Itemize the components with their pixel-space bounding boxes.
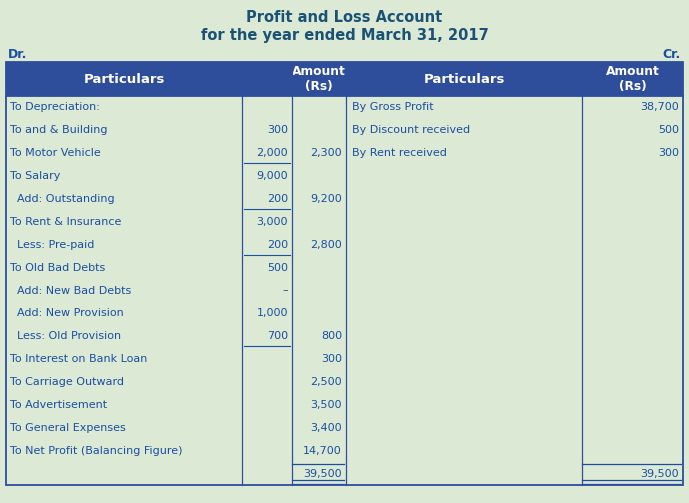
- Bar: [346, 62, 683, 96]
- Text: By Gross Profit: By Gross Profit: [352, 103, 433, 113]
- Text: To Depreciation:: To Depreciation:: [10, 103, 100, 113]
- Text: To Motor Vehicle: To Motor Vehicle: [10, 148, 101, 158]
- Text: Less: Pre-paid: Less: Pre-paid: [10, 240, 94, 249]
- Text: By Discount received: By Discount received: [352, 125, 470, 135]
- Text: To Carriage Outward: To Carriage Outward: [10, 377, 124, 387]
- Text: –: –: [282, 286, 288, 295]
- Text: 2,000: 2,000: [256, 148, 288, 158]
- Text: Less: Old Provision: Less: Old Provision: [10, 331, 121, 341]
- Text: Cr.: Cr.: [663, 48, 681, 61]
- Text: 200: 200: [267, 194, 288, 204]
- Text: To Rent & Insurance: To Rent & Insurance: [10, 217, 121, 227]
- Text: 3,400: 3,400: [310, 423, 342, 433]
- Text: To Old Bad Debts: To Old Bad Debts: [10, 263, 105, 273]
- Text: Dr.: Dr.: [8, 48, 28, 61]
- Text: 2,300: 2,300: [310, 148, 342, 158]
- Text: 800: 800: [321, 331, 342, 341]
- Text: To Net Profit (Balancing Figure): To Net Profit (Balancing Figure): [10, 446, 183, 456]
- Text: 2,800: 2,800: [310, 240, 342, 249]
- Text: 1,000: 1,000: [256, 308, 288, 318]
- Text: 700: 700: [267, 331, 288, 341]
- Text: 9,200: 9,200: [310, 194, 342, 204]
- Text: 39,500: 39,500: [303, 469, 342, 478]
- Text: 2,500: 2,500: [310, 377, 342, 387]
- Text: 500: 500: [267, 263, 288, 273]
- Text: 3,500: 3,500: [311, 400, 342, 410]
- Text: Add: New Bad Debts: Add: New Bad Debts: [10, 286, 131, 295]
- Text: To and & Building: To and & Building: [10, 125, 107, 135]
- Text: 300: 300: [321, 354, 342, 364]
- Text: Amount
(Rs): Amount (Rs): [606, 65, 659, 93]
- Text: To Advertisement: To Advertisement: [10, 400, 107, 410]
- Text: Add: New Provision: Add: New Provision: [10, 308, 124, 318]
- Text: Particulars: Particulars: [83, 72, 165, 86]
- Text: for the year ended March 31, 2017: for the year ended March 31, 2017: [200, 28, 489, 43]
- Text: To General Expenses: To General Expenses: [10, 423, 126, 433]
- Text: By Rent received: By Rent received: [352, 148, 447, 158]
- Text: To Interest on Bank Loan: To Interest on Bank Loan: [10, 354, 147, 364]
- Text: Amount
(Rs): Amount (Rs): [292, 65, 346, 93]
- Text: Particulars: Particulars: [423, 72, 504, 86]
- Text: 300: 300: [658, 148, 679, 158]
- Text: 39,500: 39,500: [640, 469, 679, 478]
- Text: 9,000: 9,000: [256, 171, 288, 181]
- Text: 200: 200: [267, 240, 288, 249]
- Bar: [6, 62, 683, 485]
- Bar: [6, 62, 346, 96]
- Text: 14,700: 14,700: [303, 446, 342, 456]
- Text: 300: 300: [267, 125, 288, 135]
- Text: To Salary: To Salary: [10, 171, 61, 181]
- Text: 3,000: 3,000: [256, 217, 288, 227]
- Text: 500: 500: [658, 125, 679, 135]
- Text: Profit and Loss Account: Profit and Loss Account: [247, 10, 442, 25]
- Text: 38,700: 38,700: [640, 103, 679, 113]
- Text: Add: Outstanding: Add: Outstanding: [10, 194, 114, 204]
